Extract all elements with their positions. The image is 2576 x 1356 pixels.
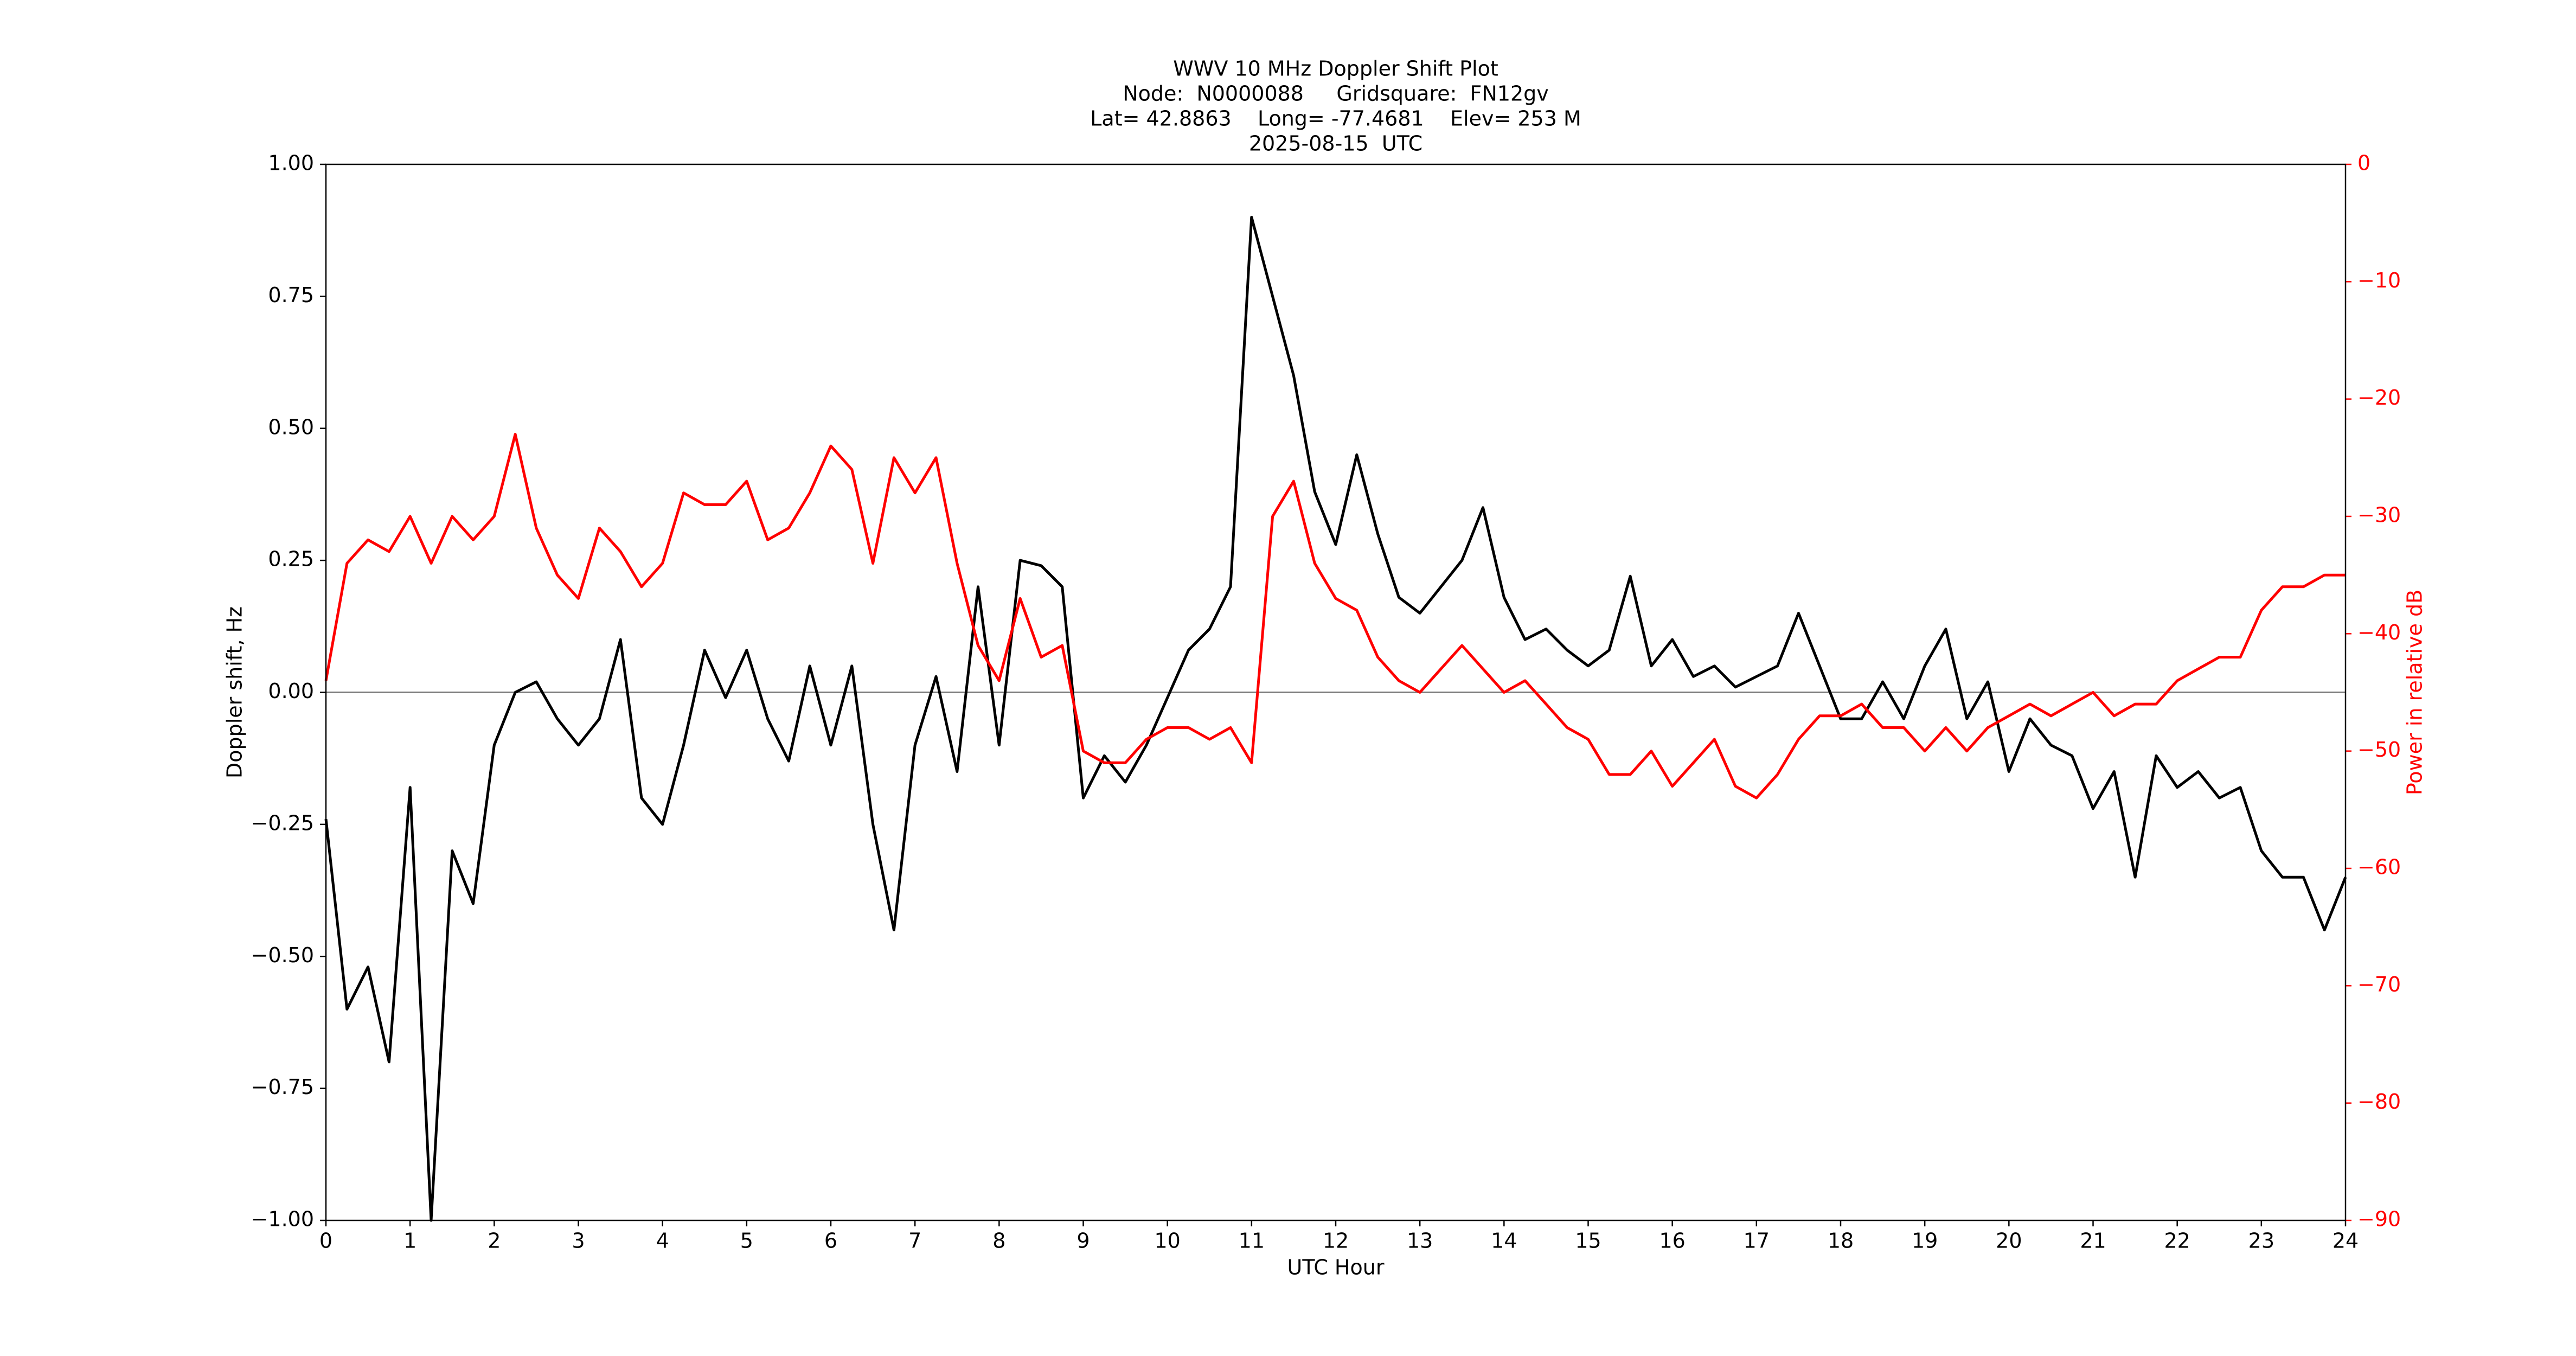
- x-tick-label: 8: [992, 1229, 1005, 1253]
- y-tick-label: 0.25: [268, 547, 314, 571]
- x-tick-label: 3: [572, 1229, 585, 1253]
- chart-title: Lat= 42.8863 Long= -77.4681 Elev= 253 M: [1090, 107, 1581, 131]
- y2-tick-label: −70: [2357, 973, 2401, 996]
- x-tick-label: 17: [1744, 1229, 1770, 1253]
- x-tick-label: 21: [2080, 1229, 2106, 1253]
- y2-tick-label: −90: [2357, 1207, 2401, 1231]
- x-tick-label: 0: [319, 1229, 332, 1253]
- x-tick-label: 13: [1407, 1229, 1433, 1253]
- y-tick-label: −1.00: [251, 1207, 314, 1231]
- y2-tick-label: 0: [2357, 151, 2370, 175]
- x-tick-label: 10: [1154, 1229, 1180, 1253]
- y-tick-label: 0.00: [268, 679, 314, 703]
- y-tick-label: 0.75: [268, 283, 314, 307]
- y2-tick-label: −50: [2357, 738, 2401, 762]
- chart-title: 2025-08-15 UTC: [1249, 132, 1422, 156]
- x-tick-label: 6: [824, 1229, 837, 1253]
- x-tick-label: 9: [1076, 1229, 1090, 1253]
- data-line: [324, 433, 2346, 799]
- x-tick-label: 4: [656, 1229, 669, 1253]
- x-tick-label: 16: [1659, 1229, 1685, 1253]
- x-tick-label: 24: [2333, 1229, 2359, 1253]
- y2-axis-label: Power in relative dB: [2403, 590, 2427, 795]
- x-tick-label: 1: [403, 1229, 416, 1253]
- y2-tick-label: −60: [2357, 855, 2401, 879]
- y-tick-label: −0.75: [251, 1075, 314, 1099]
- y2-tick-label: −80: [2357, 1090, 2401, 1114]
- x-tick-label: 11: [1239, 1229, 1265, 1253]
- x-tick-label: 2: [488, 1229, 501, 1253]
- y2-tick-label: −10: [2357, 268, 2401, 292]
- y2-tick-label: −20: [2357, 386, 2401, 410]
- x-tick-label: 20: [1996, 1229, 2022, 1253]
- x-tick-label: 15: [1575, 1229, 1601, 1253]
- x-axis-label: UTC Hour: [1287, 1256, 1385, 1280]
- data-line: [324, 215, 2347, 1222]
- x-tick-label: 19: [1912, 1229, 1938, 1253]
- x-tick-label: 18: [1828, 1229, 1854, 1253]
- x-tick-label: 7: [908, 1229, 921, 1253]
- plot-frame: [325, 163, 2347, 1221]
- chart-title: Node: N0000088 Gridsquare: FN12gv: [1123, 82, 1549, 106]
- chart-title: WWV 10 MHz Doppler Shift Plot: [1173, 57, 1498, 81]
- y-tick-label: 0.50: [268, 415, 314, 439]
- x-tick-label: 23: [2248, 1229, 2274, 1253]
- y-tick-label: 1.00: [268, 151, 314, 175]
- x-tick-label: 22: [2164, 1229, 2190, 1253]
- y-tick-label: −0.25: [251, 811, 314, 835]
- y-tick-label: −0.50: [251, 943, 314, 967]
- y2-tick-label: −40: [2357, 621, 2401, 644]
- y-axis-label: Doppler shift, Hz: [223, 606, 247, 778]
- x-tick-label: 14: [1491, 1229, 1517, 1253]
- x-tick-label: 5: [740, 1229, 753, 1253]
- x-tick-label: 12: [1323, 1229, 1349, 1253]
- y2-tick-label: −30: [2357, 503, 2401, 527]
